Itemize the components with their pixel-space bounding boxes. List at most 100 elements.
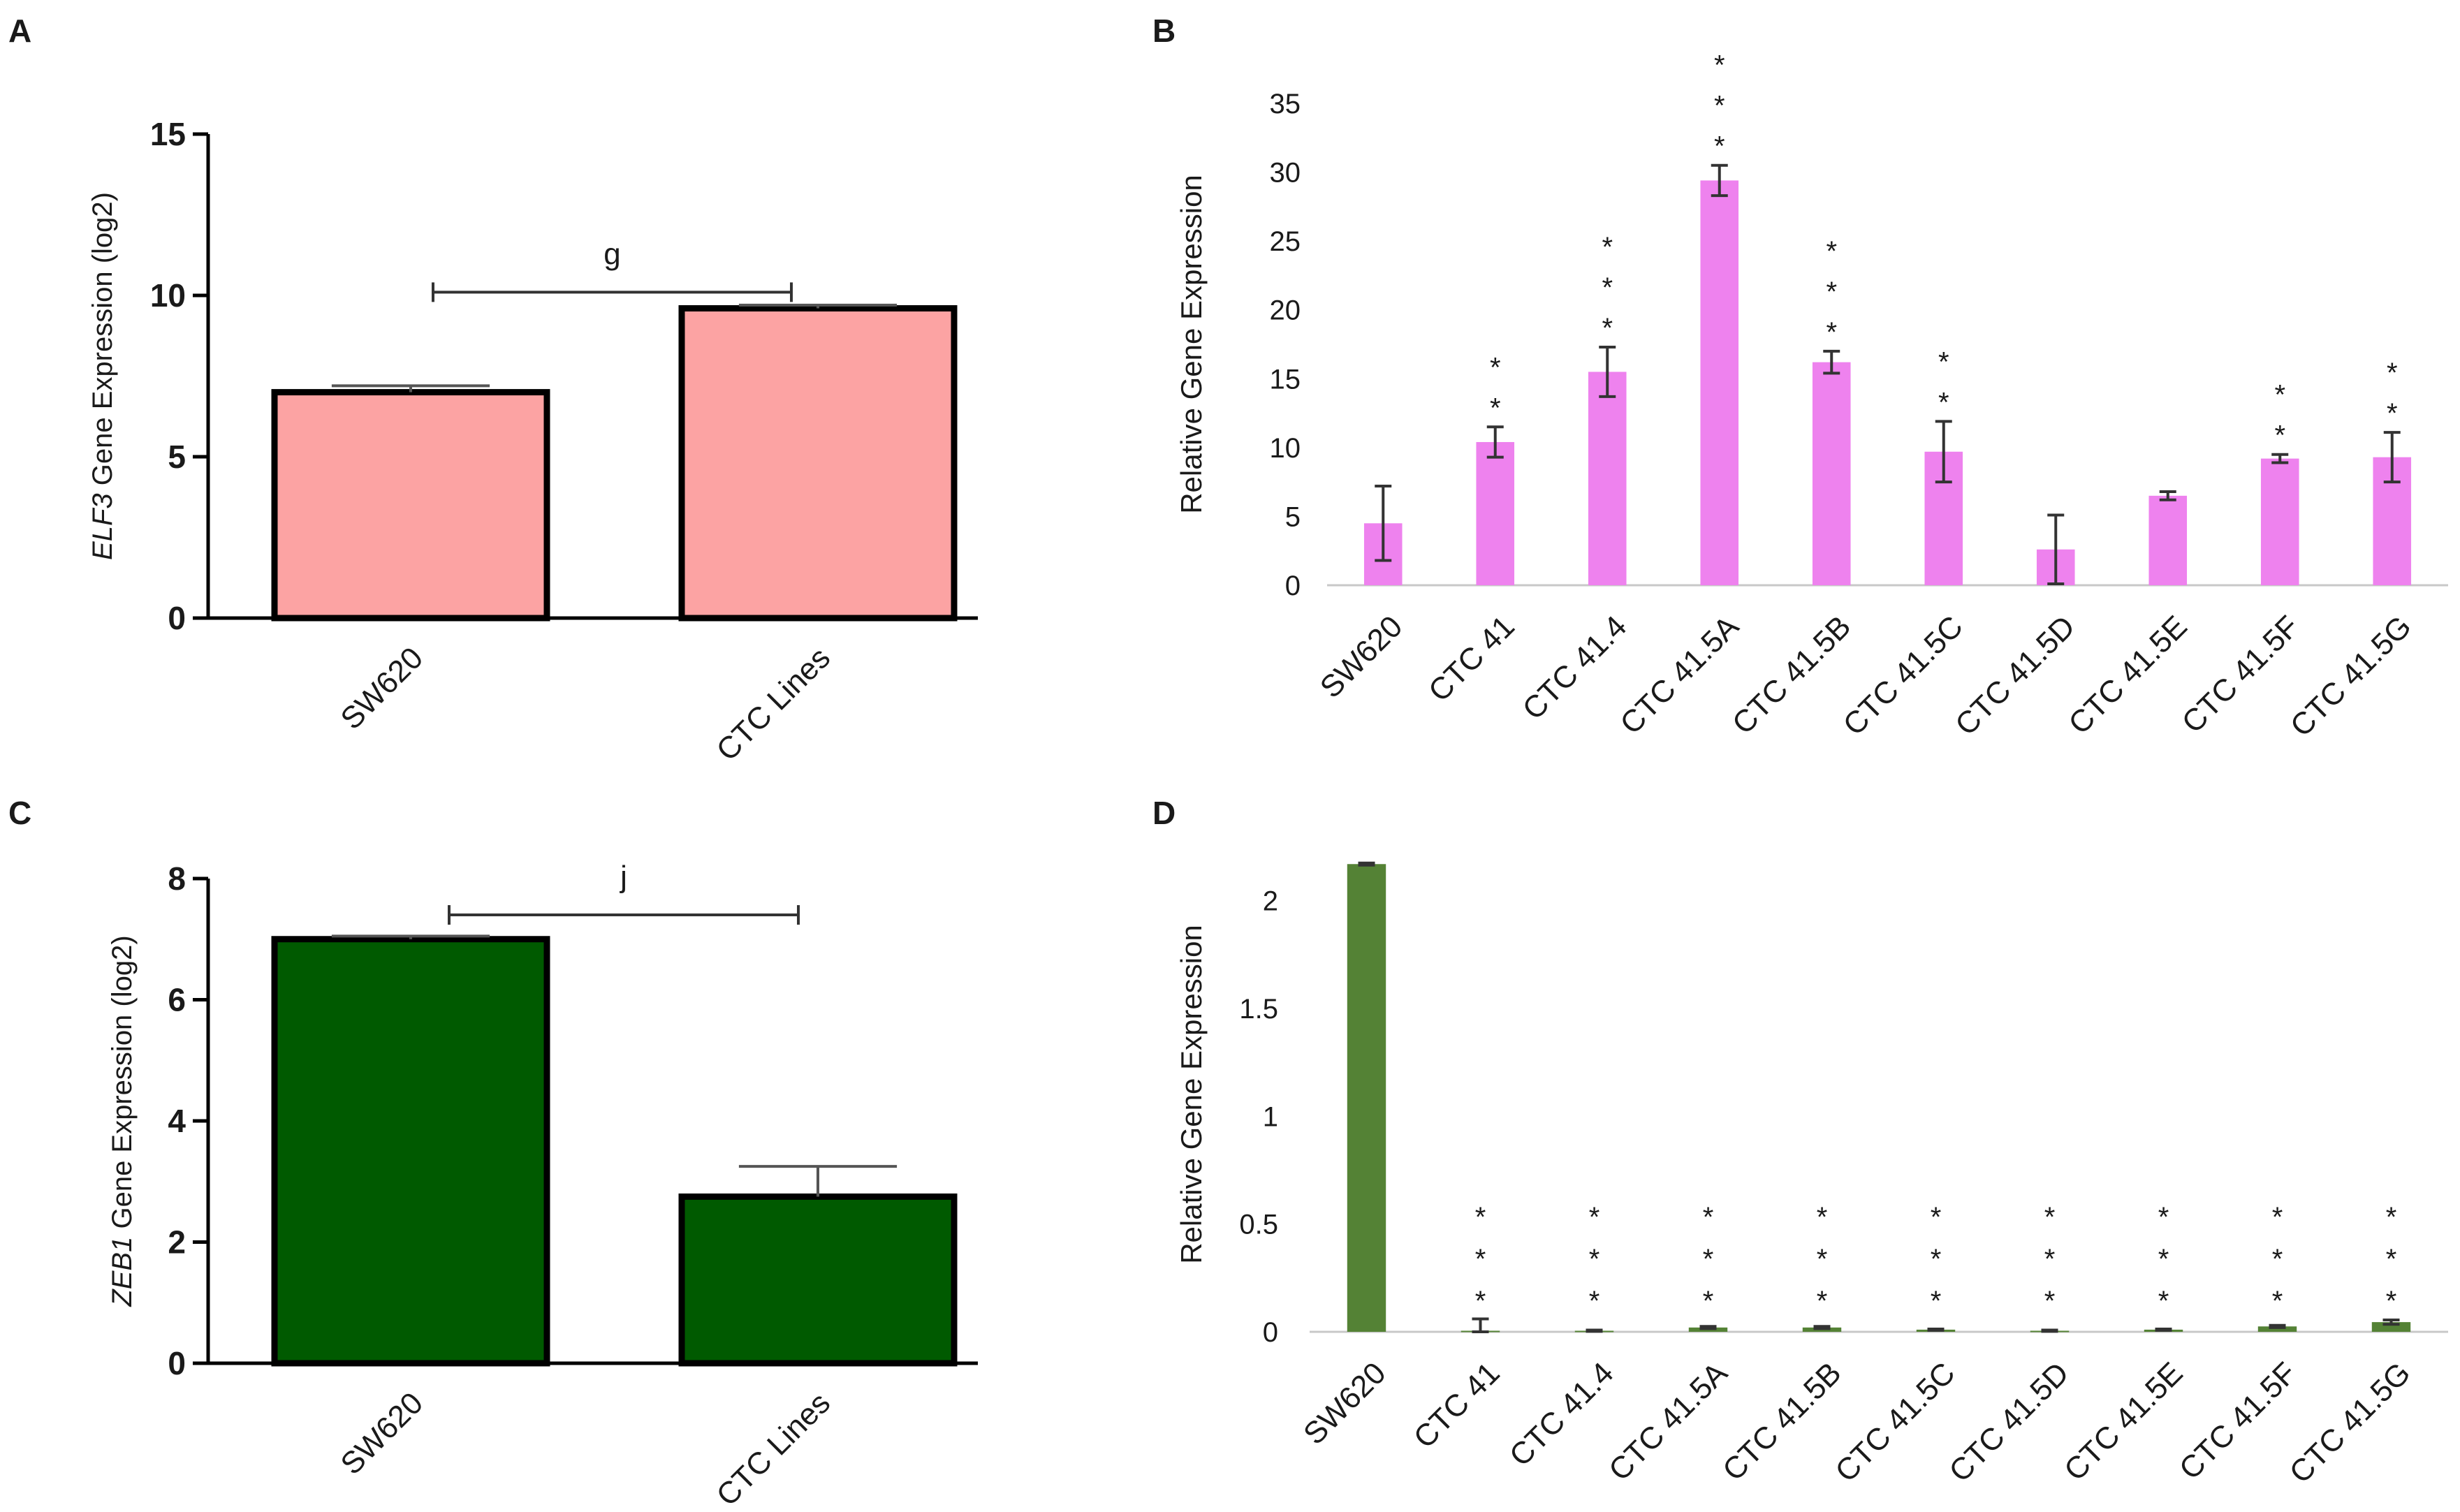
significance-star: * xyxy=(2272,1286,2283,1316)
significance-star: * xyxy=(1938,346,1949,377)
y-tick-label: 4 xyxy=(168,1103,186,1139)
significance-label: g xyxy=(603,237,620,271)
significance-star: * xyxy=(2044,1244,2056,1275)
x-tick-label: SW620 xyxy=(1314,609,1410,705)
significance-star: * xyxy=(1703,1202,1714,1233)
bar xyxy=(678,1193,958,1367)
significance-star: * xyxy=(1490,392,1501,423)
significance-star: * xyxy=(2044,1202,2056,1233)
x-tick-label: SW620 xyxy=(334,640,430,736)
chart-panel-c: 0 2 4 6 8 ZEB1 Gene Expression (log2) SW620 CTC… xyxy=(107,860,978,1512)
significance-star: * xyxy=(1602,313,1613,344)
panel-letter-b: B xyxy=(1152,13,1176,49)
panel-letter-c: C xyxy=(8,795,31,831)
x-tick-label: CTC 41.5E xyxy=(2062,609,2194,741)
y-axis-label: Relative Gene Expression xyxy=(1175,925,1208,1264)
significance-star: * xyxy=(1589,1244,1600,1275)
bar xyxy=(1476,441,1515,585)
bar xyxy=(271,936,550,1367)
significance-star: * xyxy=(1602,272,1613,303)
y-tick-label: 0 xyxy=(168,600,186,636)
significance-star: * xyxy=(2158,1286,2169,1316)
significance-star: * xyxy=(2387,398,2398,429)
y-tick-label: 1.5 xyxy=(1239,994,1278,1025)
y-axis-label: ZEB1 Gene Expression (log2) xyxy=(107,935,138,1307)
y-tick-label: 1 xyxy=(1263,1101,1278,1132)
panel-letter-d: D xyxy=(1152,795,1176,831)
significance-star: * xyxy=(1475,1202,1486,1233)
significance-star: * xyxy=(1703,1244,1714,1275)
y-tick-label: 0 xyxy=(1263,1317,1278,1348)
bar xyxy=(2257,1326,2297,1332)
bar xyxy=(2260,458,2299,585)
x-tick-label: CTC 41 xyxy=(1407,1356,1507,1455)
panel-letter-a: A xyxy=(8,13,31,49)
x-tick-label: CTC 41.5B xyxy=(1726,609,1858,741)
significance-star: * xyxy=(1826,236,1837,267)
y-tick-label: 0 xyxy=(168,1345,186,1381)
significance-star: * xyxy=(1938,387,1949,418)
x-tick-label: CTC 41.5C xyxy=(1829,1356,1961,1488)
bar xyxy=(1588,372,1627,585)
significance-star: * xyxy=(1931,1202,1942,1233)
x-tick-label: CTC 41.5G xyxy=(2284,609,2418,743)
significance-star: * xyxy=(1826,317,1837,348)
significance-star: * xyxy=(2158,1202,2169,1233)
x-tick-label: CTC Lines xyxy=(710,640,837,768)
y-tick-label: 0.5 xyxy=(1239,1210,1278,1240)
significance-star: * xyxy=(2274,380,2285,411)
x-tick-label: CTC 41.5D xyxy=(1942,1356,2075,1488)
significance-star: * xyxy=(2044,1286,2056,1316)
x-tick-label: CTC Lines xyxy=(710,1386,837,1512)
y-tick-label: 25 xyxy=(1270,226,1301,257)
y-tick-label: 15 xyxy=(1270,364,1301,395)
significance-star: * xyxy=(1817,1244,1828,1275)
chart-panel-d: 0 0.5 1 1.5 2 Relative Gene Expression SW620 * *… xyxy=(1175,861,2448,1490)
significance-star: * xyxy=(1490,352,1501,383)
significance-star: * xyxy=(2272,1244,2283,1275)
significance-star: * xyxy=(2387,358,2398,388)
x-tick-label: CTC 41.5G xyxy=(2283,1356,2417,1490)
bar xyxy=(271,389,550,622)
significance-star: * xyxy=(1714,91,1725,122)
x-tick-label: CTC 41 xyxy=(1422,609,1521,708)
x-tick-label: SW620 xyxy=(334,1386,430,1481)
significance-star: * xyxy=(2386,1244,2397,1275)
significance-star: * xyxy=(1475,1244,1486,1275)
significance-star: * xyxy=(1714,131,1725,162)
bar xyxy=(678,304,958,622)
significance-star: * xyxy=(2386,1202,2397,1233)
y-axis-label-gene: ZEB1 xyxy=(107,1237,138,1307)
x-tick-label: CTC 41.5D xyxy=(1949,609,2081,742)
y-axis-label-text: Gene Expression (log2) xyxy=(107,935,138,1236)
significance-star: * xyxy=(1714,50,1725,81)
chart-panel-b: 0 5 10 15 20 25 30 35 Relative Gene Expression SW… xyxy=(1175,50,2448,743)
x-tick-label: CTC 41.4 xyxy=(1516,609,1634,726)
bar xyxy=(2148,495,2188,585)
significance-star: * xyxy=(2386,1286,2397,1316)
chart-panel-a: 0 5 10 15 ELF3 Gene Expression (log2) SW620 CT… xyxy=(87,116,978,768)
significance-star: * xyxy=(1931,1244,1942,1275)
bar xyxy=(1347,864,1386,1332)
significance-star: * xyxy=(1826,277,1837,307)
significance-label: j xyxy=(619,860,627,894)
y-axis-label-text: Gene Expression (log2) xyxy=(87,192,118,493)
bar xyxy=(1812,362,1851,585)
y-tick-label: 5 xyxy=(1285,501,1301,532)
significance-star: * xyxy=(1817,1202,1828,1233)
significance-star: * xyxy=(1589,1202,1600,1233)
y-tick-label: 0 xyxy=(1285,571,1301,601)
x-tick-label: CTC 41.5A xyxy=(1602,1356,1734,1488)
y-tick-label: 8 xyxy=(168,860,186,897)
significance-star: * xyxy=(1475,1286,1486,1316)
y-axis-label: ELF3 Gene Expression (log2) xyxy=(87,192,118,560)
x-tick-label: CTC 41.5B xyxy=(1716,1356,1848,1488)
bar xyxy=(1700,180,1739,585)
significance-star: * xyxy=(2274,420,2285,451)
y-tick-label: 35 xyxy=(1270,89,1301,119)
x-tick-label: CTC 41.5A xyxy=(1613,609,1745,741)
significance-star: * xyxy=(2158,1244,2169,1275)
x-tick-label: CTC 41.5C xyxy=(1837,609,1970,742)
y-tick-label: 30 xyxy=(1270,158,1301,189)
